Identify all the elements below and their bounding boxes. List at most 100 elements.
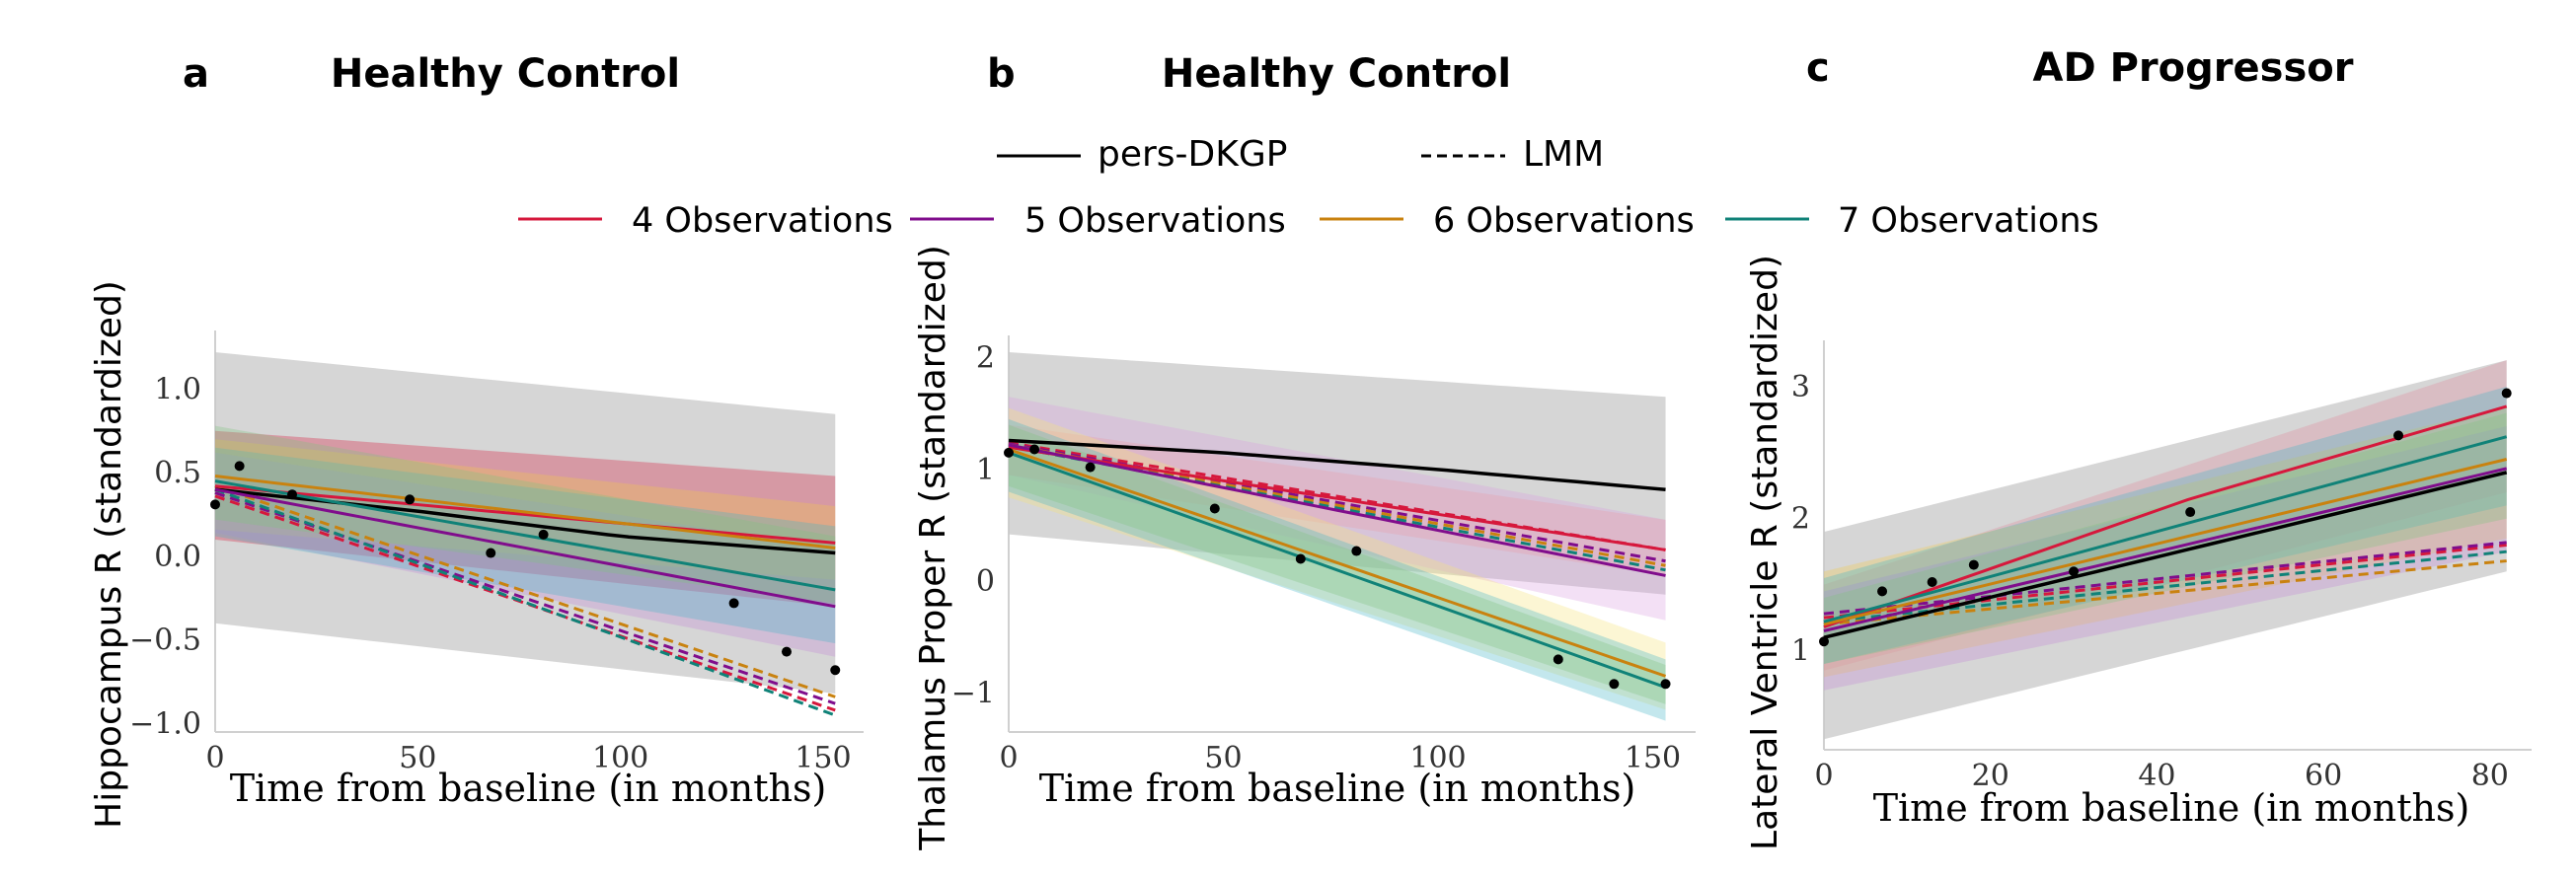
- band-5-observations: [1824, 426, 2507, 691]
- band-4-observations: [1009, 424, 1666, 576]
- data-point: [234, 461, 245, 472]
- panel-c-letter: c: [1806, 45, 1830, 91]
- legend-obs-label: 6 Observations: [1433, 201, 1695, 241]
- x-tick-label: 0: [1814, 759, 1833, 793]
- band-pers-dkgp: [1009, 351, 1666, 595]
- data-point: [1004, 447, 1014, 458]
- y-tick-label: 0.0: [154, 540, 201, 574]
- y-tick-label: 3: [1791, 370, 1810, 404]
- data-point: [2501, 388, 2512, 399]
- series-line-pers-dkgp-solid: [1008, 438, 1666, 492]
- band-4-observations: [1824, 360, 2507, 671]
- series-line-5-observations-dashed: [1823, 541, 2507, 616]
- y-axis-label: Lateral Ventricle R (standardized): [1745, 255, 1785, 850]
- x-tick-label: 20: [1972, 759, 2009, 793]
- y-tick-label: 2: [1791, 502, 1810, 537]
- y-tick-label: 1: [1791, 634, 1810, 669]
- x-tick-label: 40: [2138, 759, 2175, 793]
- panel-b-title: Healthy Control: [1162, 51, 1511, 97]
- series-line-5-observations-solid: [214, 487, 836, 609]
- data-point: [1553, 654, 1563, 665]
- series-line-5-observations-solid: [1008, 443, 1666, 577]
- legend-obs-label: 5 Observations: [1024, 201, 1286, 241]
- panel-a-letter: a: [183, 51, 209, 97]
- series-line-4-observations-dashed: [214, 494, 836, 712]
- series-line-4-observations-solid: [1823, 404, 2508, 628]
- band-6-observations: [215, 439, 836, 580]
- x-tick-label: 0: [205, 741, 224, 775]
- legend-obs-label: 4 Observations: [632, 201, 893, 241]
- data-point: [1209, 503, 1220, 514]
- y-tick-label: −1.0: [129, 707, 201, 742]
- data-point: [728, 598, 739, 609]
- data-point: [2069, 566, 2080, 577]
- series-line-5-observations-dashed: [214, 491, 836, 705]
- band-7-observations: [215, 447, 836, 644]
- x-axis-label: Time from baseline (in months): [1039, 767, 1636, 810]
- x-tick-label: 100: [1409, 741, 1466, 775]
- data-point: [1085, 462, 1096, 473]
- y-tick-label: −1: [951, 676, 995, 710]
- x-tick-label: 150: [795, 741, 851, 775]
- series-line-5-observations-solid: [1823, 467, 2508, 632]
- panel-b-letter: b: [987, 51, 1016, 97]
- series-line-4-observations-dashed: [1823, 544, 2507, 620]
- band-5-observations: [215, 452, 836, 657]
- data-point: [486, 548, 496, 558]
- series-line-6-observations-dashed: [214, 484, 836, 698]
- data-point: [781, 646, 792, 657]
- series-line-6-observations-solid: [214, 475, 836, 549]
- y-tick-label: 1: [976, 453, 995, 487]
- series-line-7-observations-solid: [1008, 451, 1667, 690]
- series-line-pers-dkgp-solid: [1823, 471, 2508, 639]
- data-point: [1877, 586, 1888, 597]
- series-line-4-observations-solid: [214, 484, 836, 545]
- band-overlap: [1824, 412, 2507, 664]
- data-point: [830, 665, 841, 676]
- series-line-6-observations-solid: [1823, 458, 2508, 626]
- data-point: [1351, 546, 1362, 556]
- y-tick-label: −0.5: [129, 623, 201, 658]
- y-tick-label: 1.0: [154, 372, 201, 406]
- x-tick-label: 50: [399, 741, 436, 775]
- y-tick-label: 0.5: [154, 456, 201, 490]
- legend-style-label: pers-DKGP: [1098, 134, 1287, 175]
- data-point: [1295, 553, 1306, 564]
- x-tick-label: 60: [2305, 759, 2342, 793]
- panel-a-title: Healthy Control: [331, 51, 680, 97]
- data-point: [1609, 679, 1620, 690]
- x-tick-label: 150: [1625, 741, 1681, 775]
- data-point: [1660, 679, 1671, 690]
- data-point: [1819, 636, 1829, 647]
- panel-c-chart: Lateral Ventricle R (standardized) Time …: [1745, 255, 2532, 850]
- legend-styles: pers-DKGP LMM: [997, 134, 1604, 175]
- series-line-4-observations-solid: [1008, 445, 1666, 551]
- plot-area: 0 20 40 60 80 1 2 3: [1791, 340, 2532, 793]
- x-tick-label: 100: [592, 741, 648, 775]
- series-line-6-observations-solid: [1008, 448, 1667, 678]
- data-point: [1029, 444, 1040, 455]
- panel-c-title: AD Progressor: [2033, 45, 2354, 91]
- y-axis-label: Thalamus Proper R (standardized): [913, 245, 953, 851]
- y-tick-label: 0: [976, 564, 995, 599]
- panel-a-chart: Hippocampus R (standardized) Time from b…: [89, 280, 864, 829]
- x-tick-label: 50: [1204, 741, 1242, 775]
- legend-observations: 4 Observations 5 Observations 6 Observat…: [518, 201, 2099, 241]
- data-point: [2185, 507, 2196, 518]
- x-tick-label: 0: [999, 741, 1018, 775]
- data-point: [405, 494, 416, 505]
- legend-style-label: LMM: [1523, 134, 1604, 175]
- x-axis-label: Time from baseline (in months): [230, 767, 827, 810]
- data-point: [1927, 576, 1937, 587]
- band-overlap: [1009, 424, 1666, 704]
- legend-obs-label: 7 Observations: [1838, 201, 2099, 241]
- data-point: [1968, 559, 1979, 570]
- data-point: [538, 529, 549, 540]
- y-tick-label: 2: [976, 341, 995, 376]
- x-tick-label: 80: [2471, 759, 2509, 793]
- data-point: [2393, 430, 2404, 441]
- y-axis-label: Hippocampus R (standardized): [89, 280, 129, 829]
- data-point: [287, 489, 298, 500]
